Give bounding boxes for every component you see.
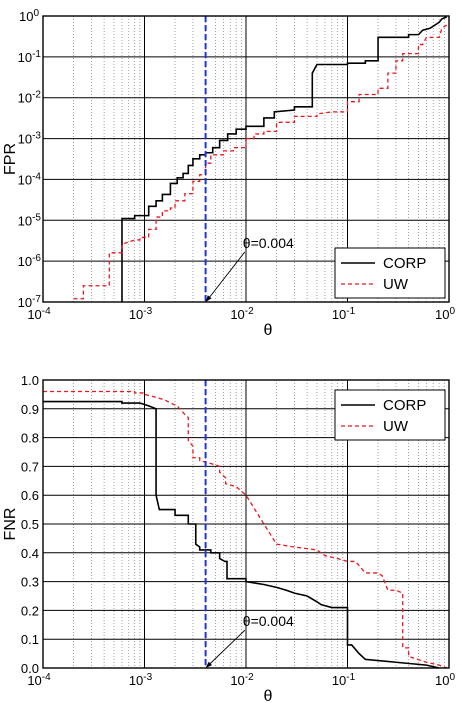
fnr-y-tick-label: 0.1 — [21, 632, 39, 647]
fnr-x-tick-label: 10-2 — [230, 672, 254, 688]
fnr-y-tick-label: 0.7 — [21, 459, 39, 474]
fpr-y-tick-label: 10-3 — [18, 131, 42, 147]
fnr-x-tick-label: 10-1 — [332, 672, 356, 688]
fnr-x-tick-label: 10-3 — [129, 672, 153, 688]
fnr-y-tick-label: 0.0 — [21, 661, 39, 676]
fpr-x-tick-label: 10-1 — [332, 306, 356, 322]
fnr-series — [43, 390, 447, 669]
fpr-legend-box — [334, 247, 446, 299]
fnr-y-tick-label: 0.6 — [21, 488, 39, 503]
fnr-y-tick-label: 0.2 — [21, 603, 39, 618]
fpr-annotation-arrow — [206, 251, 246, 302]
fpr-legend: CORP UW — [334, 247, 446, 299]
fnr-y-tick-label: 0.8 — [21, 431, 39, 446]
fpr-y-axis-label: FPR — [2, 143, 19, 175]
fpr-x-tick-label: 100 — [435, 306, 455, 322]
fpr-y-tick-label: 10-6 — [18, 253, 42, 269]
fnr-y-tick-label: 0.9 — [21, 402, 39, 417]
fpr-y-tick-label: 10-7 — [18, 294, 42, 310]
fnr-annotation-arrowhead — [205, 661, 213, 668]
fnr-annotation-text: θ=0.004 — [243, 613, 294, 629]
fpr-plot-frame — [42, 15, 450, 303]
fpr-annotation-text: θ=0.004 — [243, 235, 294, 251]
fpr-chart: θ=0.004 10-4 10-3 10-2 10-1 100 10-7 10-6 10-5 10… — [2, 8, 455, 339]
fpr-x-axis-label: θ — [264, 322, 273, 339]
fpr-y-tick-label: 10-2 — [18, 90, 42, 106]
fpr-x-tick-label: 10-3 — [129, 306, 153, 322]
fnr-legend: CORP UW — [334, 389, 446, 441]
fnr-legend-box — [334, 389, 446, 441]
fnr-x-tick-label: 100 — [435, 672, 455, 688]
fpr-annotation-arrowhead — [205, 295, 212, 302]
fnr-y-tick-label: 0.5 — [21, 517, 39, 532]
fnr-legend-label-uw: UW — [383, 418, 409, 435]
fnr-annotation-arrow — [206, 629, 246, 668]
fnr-plot-frame — [42, 379, 450, 669]
fpr-y-tick-label: 10-4 — [18, 171, 42, 187]
fpr-legend-label-corp: CORP — [383, 255, 426, 272]
fnr-chart: θ=0.004 10-4 10-3 10-2 10-1 100 0.0 0.1 0.2 0.3 0.… — [2, 373, 455, 705]
fnr-y-tick-label: 0.4 — [21, 546, 39, 561]
fpr-legend-label-uw: UW — [383, 276, 409, 293]
fnr-y-tick-label: 0.3 — [21, 575, 39, 590]
fpr-x-tick-label: 10-2 — [230, 306, 254, 322]
fnr-series-line-corp — [43, 400, 440, 669]
fpr-y-tick-label: 10-1 — [18, 49, 42, 65]
fpr-x-tick-label: 10-4 — [27, 306, 51, 322]
fpr-series-line-uw — [73, 24, 448, 300]
fpr-y-tick-label: 10-5 — [18, 212, 42, 228]
fpr-y-tick-label: 100 — [19, 8, 39, 24]
fnr-legend-label-corp: CORP — [383, 397, 426, 414]
fnr-y-axis-label: FNR — [2, 508, 19, 541]
fpr-series — [73, 16, 448, 302]
fnr-x-tick-label: 10-4 — [27, 672, 51, 688]
fpr-series-line-corp — [121, 16, 448, 302]
fnr-y-tick-label: 1.0 — [21, 373, 39, 388]
fnr-x-axis-label: θ — [264, 688, 273, 705]
